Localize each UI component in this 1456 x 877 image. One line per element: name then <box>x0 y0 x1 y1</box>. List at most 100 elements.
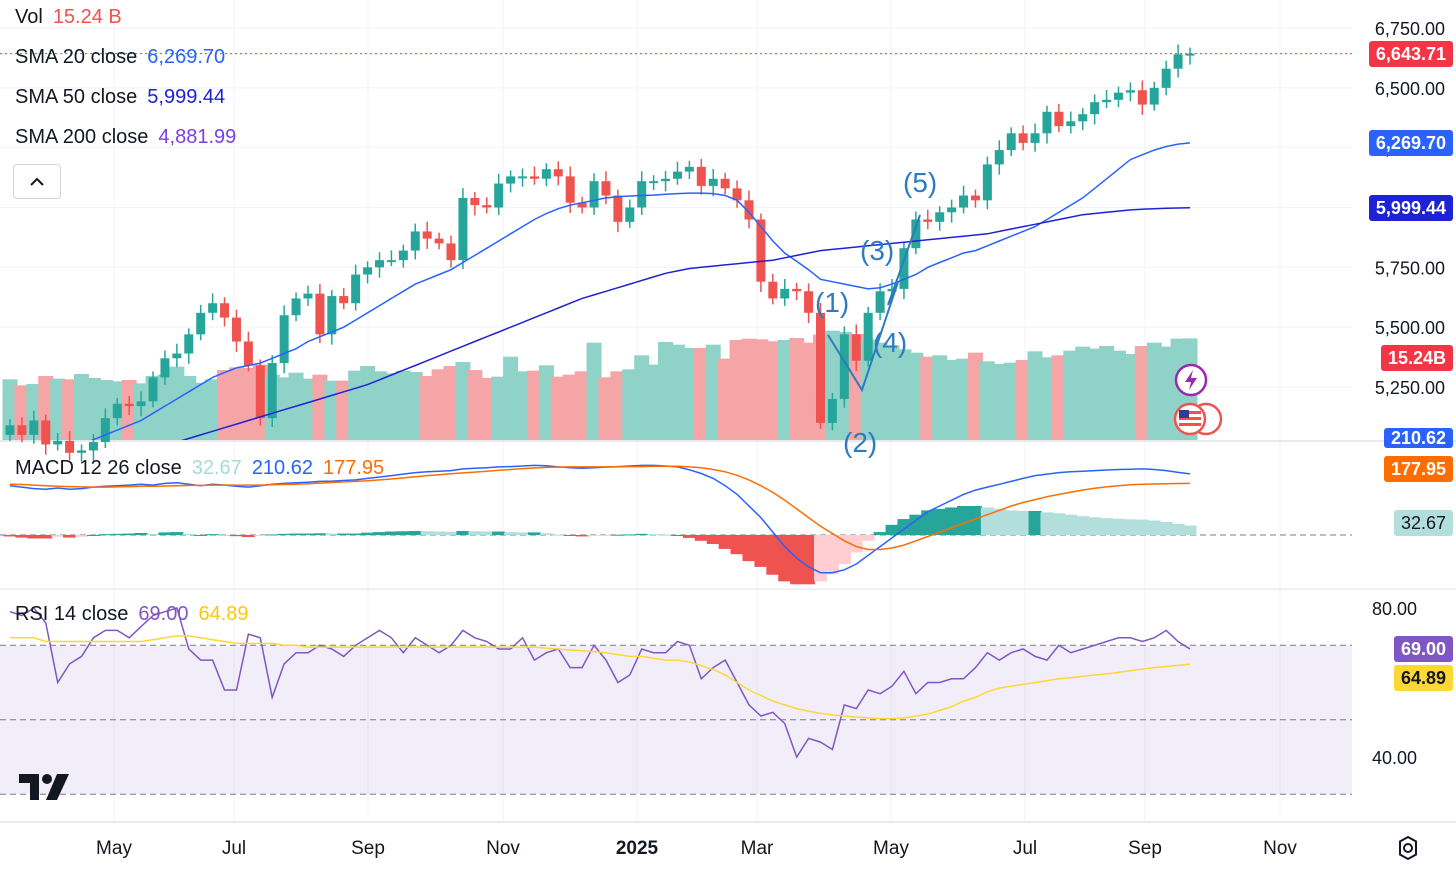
lightning-event-icon[interactable] <box>1173 362 1209 398</box>
volume-bar <box>1122 354 1138 440</box>
volume-bar <box>205 379 221 440</box>
candle-body <box>565 176 575 203</box>
macd-histogram-bar <box>349 533 363 535</box>
candle-body <box>887 288 897 292</box>
candle-body <box>231 317 241 342</box>
macd-histogram-bar <box>730 535 744 555</box>
volume-bar <box>228 367 244 440</box>
candle-body <box>351 274 361 304</box>
candle-body <box>1006 133 1016 151</box>
macd-histogram-bar <box>110 533 124 535</box>
candle-body <box>1090 102 1100 115</box>
macd-histogram-bar <box>241 535 255 538</box>
candle-body <box>637 181 647 208</box>
candle-body <box>804 291 814 313</box>
macd-histogram-bar <box>372 532 386 535</box>
candle-body <box>267 363 277 419</box>
macd-histogram-bar <box>659 534 673 536</box>
macd-histogram-bar <box>15 535 29 538</box>
volume-bar <box>324 380 340 440</box>
macd-histogram-bar <box>408 530 422 535</box>
macd-histogram-bar <box>98 534 112 536</box>
sma200-legend: SMA 200 close 4,881.99 <box>15 126 250 149</box>
volume-bar <box>1015 360 1031 440</box>
candle-body <box>446 243 456 261</box>
settings-icon[interactable] <box>1395 835 1421 861</box>
candle-body <box>422 231 432 239</box>
macd-histogram-bar <box>1159 521 1173 535</box>
macd-histogram-bar <box>432 531 446 535</box>
volume-bar <box>908 352 924 440</box>
candle-body <box>732 188 742 201</box>
macd-histogram-bar <box>1052 513 1066 535</box>
candle-body <box>589 181 599 208</box>
rsi-ma-badge: 64.89 <box>1393 665 1453 691</box>
volume-value: 15.24 B <box>52 6 122 28</box>
volume-bar <box>348 370 364 440</box>
macd-histogram-bar <box>39 535 53 539</box>
volume-bar <box>1158 346 1174 440</box>
volume-bar <box>741 338 757 440</box>
macd-histogram-bar <box>790 535 804 585</box>
macd-histogram-bar <box>301 533 315 535</box>
volume-bar <box>729 340 745 440</box>
macd-histogram-bar <box>778 535 792 582</box>
macd-histogram-bar <box>957 506 971 535</box>
macd-histogram-bar <box>122 533 136 535</box>
candle-body <box>17 425 27 435</box>
volume-bar <box>74 374 90 440</box>
candle-body <box>935 212 945 222</box>
macd-histogram-bar <box>51 535 65 537</box>
volume-bar <box>336 380 352 440</box>
macd-histogram-bar <box>468 531 482 535</box>
collapse-legend-button[interactable] <box>13 164 61 199</box>
volume-bar <box>1110 350 1126 440</box>
macd-histogram-bar <box>325 533 339 535</box>
candle-body <box>208 303 218 313</box>
candle-body <box>53 440 63 445</box>
time-axis-label: Jul <box>1013 838 1037 859</box>
price-axis-label: 6,750.00 <box>1375 19 1445 39</box>
volume-bar <box>574 371 590 440</box>
macd-histogram-bar <box>742 535 756 562</box>
macd-histogram-bar <box>1088 517 1102 535</box>
macd-histogram-bar <box>551 534 565 536</box>
candle-body <box>41 420 51 445</box>
macd-histogram-bar <box>563 535 577 536</box>
macd-signal-value: 177.95 <box>322 457 385 479</box>
volume-bar <box>1146 342 1162 440</box>
volume-bar <box>371 371 387 440</box>
volume-bar <box>1075 346 1091 440</box>
volume-bar <box>491 376 507 440</box>
time-axis-label: May <box>96 838 132 859</box>
macd-histogram-bar <box>194 535 208 536</box>
macd-histogram-bar <box>337 533 351 535</box>
candle-body <box>1185 53 1195 56</box>
candle-body <box>184 334 194 354</box>
macd-histogram-bar <box>396 531 410 535</box>
candle-body <box>77 450 87 453</box>
candle-body <box>1018 133 1028 143</box>
volume-bar <box>62 379 78 440</box>
candle-body <box>458 197 468 261</box>
price-axis-label: 6,500.00 <box>1375 79 1445 99</box>
macd-histogram-bar <box>63 535 77 538</box>
macd-histogram-bar <box>170 532 184 535</box>
rsi-ma-line <box>10 635 1191 720</box>
volume-bar <box>300 378 316 440</box>
candle-body <box>613 195 623 222</box>
macd-label: MACD 12 26 close <box>15 457 182 479</box>
candle-body <box>851 334 861 361</box>
us-flag-event-icon[interactable] <box>1170 402 1226 438</box>
macd-histogram-bar <box>670 535 684 536</box>
macd-histogram-bar <box>766 535 780 575</box>
candle-body <box>482 205 492 208</box>
volume-bar <box>717 358 733 440</box>
macd-histogram-bar <box>253 535 267 536</box>
macd-histogram-bar <box>885 524 899 535</box>
candle-body <box>684 166 694 172</box>
macd-histogram-bar <box>575 535 589 537</box>
price-axis-label: 5,250.00 <box>1375 378 1445 398</box>
volume-bar <box>967 352 983 440</box>
